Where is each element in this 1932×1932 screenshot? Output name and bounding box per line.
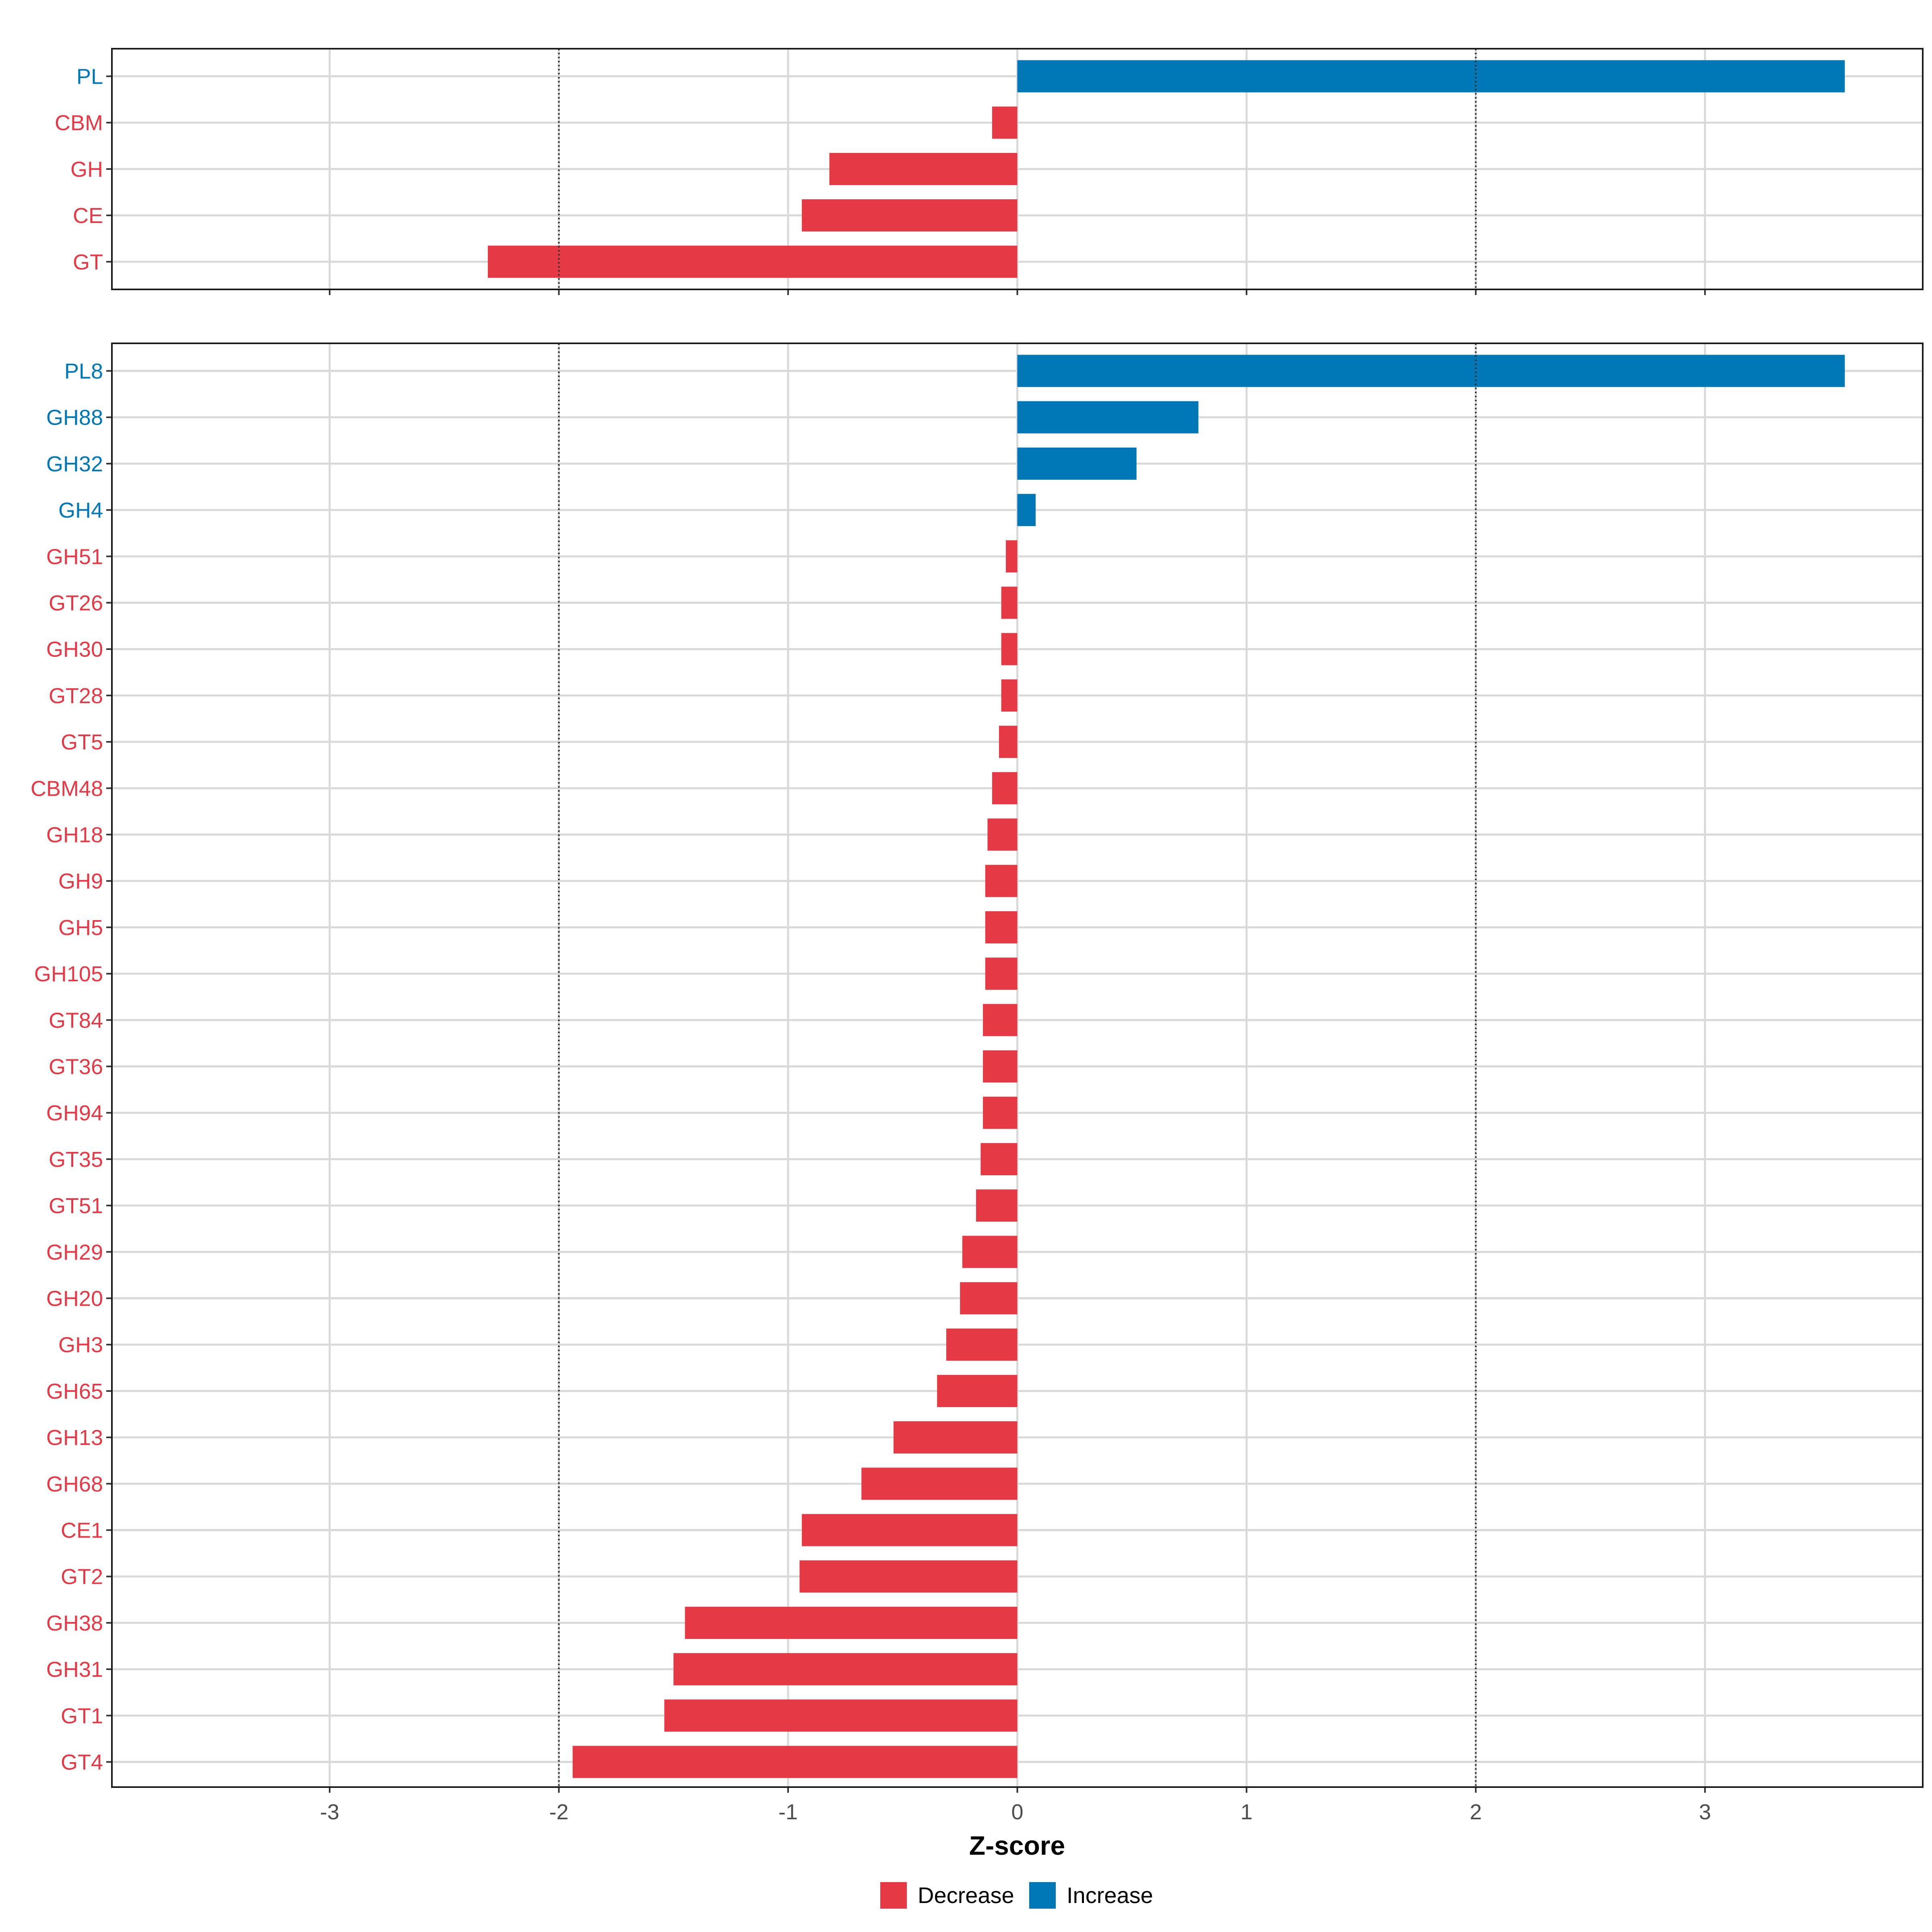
panel-border bbox=[111, 343, 1924, 1788]
bar-gh bbox=[829, 153, 1018, 185]
y-tick-label-gt36: GT36 bbox=[49, 1055, 103, 1079]
bar-gt2 bbox=[799, 1560, 1018, 1593]
bar-gt bbox=[487, 246, 1018, 278]
bar-gh88 bbox=[1017, 401, 1199, 433]
y-tick-label-gt2: GT2 bbox=[61, 1565, 103, 1589]
bar-gt36 bbox=[983, 1050, 1018, 1083]
y-tick-label-gh5: GH5 bbox=[58, 916, 103, 940]
legend-swatch-decrease bbox=[880, 1882, 907, 1909]
y-tick-label-gh20: GH20 bbox=[46, 1287, 103, 1311]
y-tick-label-gh3: GH3 bbox=[58, 1333, 103, 1357]
legend: Decrease Increase bbox=[880, 1882, 1153, 1909]
bar-gt35 bbox=[980, 1143, 1018, 1175]
y-tick-label-gt4: GT4 bbox=[61, 1750, 103, 1775]
y-tick-label-pl: PL bbox=[76, 65, 103, 89]
y-tick-label-gh29: GH29 bbox=[46, 1240, 103, 1264]
legend-swatch-increase bbox=[1029, 1882, 1056, 1909]
bar-cbm bbox=[992, 106, 1018, 139]
legend-label-decrease: Decrease bbox=[918, 1882, 1014, 1908]
x-tick-label: 2 bbox=[1470, 1800, 1482, 1824]
bar-gh38 bbox=[685, 1606, 1018, 1639]
bar-ce1 bbox=[802, 1514, 1018, 1546]
y-tick-label-gh68: GH68 bbox=[46, 1472, 103, 1496]
bar-gt26 bbox=[1001, 586, 1018, 619]
bar-gh30 bbox=[1001, 633, 1018, 665]
bar-gh29 bbox=[962, 1236, 1018, 1268]
y-tick-label-gh32: GH32 bbox=[46, 452, 103, 476]
y-tick-label-cbm: CBM bbox=[55, 111, 103, 135]
bar-ce bbox=[802, 199, 1018, 232]
bar-gh18 bbox=[987, 818, 1018, 851]
bar-pl bbox=[1017, 60, 1845, 93]
y-tick-label-gt: GT bbox=[73, 250, 103, 274]
x-tick-label: 3 bbox=[1699, 1800, 1711, 1824]
y-tick-label-gt51: GT51 bbox=[49, 1194, 103, 1218]
y-tick-label-gh38: GH38 bbox=[46, 1611, 103, 1635]
y-tick-label-gh30: GH30 bbox=[46, 638, 103, 662]
y-tick-label-gh: GH bbox=[70, 157, 103, 182]
y-tick-label-gh88: GH88 bbox=[46, 406, 103, 430]
y-tick-label-gt5: GT5 bbox=[61, 730, 103, 754]
y-tick-label-gt35: GT35 bbox=[49, 1148, 103, 1172]
bar-gh20 bbox=[960, 1282, 1018, 1315]
y-tick-label-ce1: CE1 bbox=[61, 1519, 103, 1543]
panel-top: PL CBM GH CE GT bbox=[55, 48, 1924, 295]
y-tick-label-pl8: PL8 bbox=[64, 359, 103, 384]
y-tick-label-gh105: GH105 bbox=[34, 962, 103, 986]
y-tick-label-gh13: GH13 bbox=[46, 1426, 103, 1450]
y-tick-label-gh51: GH51 bbox=[46, 545, 103, 569]
bar-gh13 bbox=[893, 1421, 1018, 1454]
x-tick-label: -2 bbox=[549, 1800, 569, 1824]
bar-gh4 bbox=[1017, 494, 1036, 526]
y-tick-label-gt26: GT26 bbox=[49, 591, 103, 615]
bar-gt28 bbox=[1001, 679, 1018, 712]
bar-gt5 bbox=[999, 726, 1018, 758]
y-tick-label-gt84: GT84 bbox=[49, 1008, 103, 1032]
bar-gt1 bbox=[664, 1699, 1018, 1732]
x-tick-label: -3 bbox=[320, 1800, 339, 1824]
y-tick-label-gh94: GH94 bbox=[46, 1101, 103, 1125]
y-tick-label-gt1: GT1 bbox=[61, 1704, 103, 1728]
bar-gh51 bbox=[1006, 540, 1018, 573]
y-tick-label-gh4: GH4 bbox=[58, 498, 103, 522]
chart-panels: PL CBM GH CE GT PL8 GH88 GH32 GH4 GH51 GT26 GH30 GT2… bbox=[31, 48, 1924, 1793]
y-tick-label-gh9: GH9 bbox=[58, 869, 103, 894]
legend-label-increase: Increase bbox=[1067, 1882, 1153, 1908]
panel-border bbox=[111, 48, 1924, 290]
y-tick-label-gh65: GH65 bbox=[46, 1379, 103, 1404]
x-axis-label: Z-score bbox=[969, 1831, 1065, 1860]
bar-gh31 bbox=[673, 1653, 1018, 1686]
x-tick-label: 1 bbox=[1241, 1800, 1253, 1824]
x-axis: -3 -2 -1 0 1 2 3 bbox=[320, 1800, 1711, 1824]
bar-pl8 bbox=[1017, 355, 1845, 387]
y-tick-label-gh31: GH31 bbox=[46, 1657, 103, 1682]
y-tick-label-cbm48: CBM48 bbox=[31, 776, 103, 801]
bar-cbm48 bbox=[992, 772, 1018, 805]
bar-gh94 bbox=[983, 1096, 1018, 1129]
bar-gh3 bbox=[946, 1328, 1018, 1361]
bar-gh32 bbox=[1017, 447, 1137, 480]
y-tick-label-gh18: GH18 bbox=[46, 823, 103, 847]
bar-gt84 bbox=[983, 1004, 1018, 1036]
bar-gh5 bbox=[985, 911, 1018, 943]
x-tick-label: -1 bbox=[778, 1800, 798, 1824]
y-tick-label-gt28: GT28 bbox=[49, 684, 103, 708]
bar-gh105 bbox=[985, 958, 1018, 990]
bar-gt4 bbox=[572, 1746, 1018, 1778]
bar-gh9 bbox=[985, 865, 1018, 897]
bar-gh68 bbox=[861, 1468, 1018, 1500]
panel-bottom: PL8 GH88 GH32 GH4 GH51 GT26 GH30 GT28 GT5 CBM48 GH… bbox=[31, 343, 1924, 1793]
x-tick-label: 0 bbox=[1011, 1800, 1023, 1824]
bar-gt51 bbox=[976, 1189, 1018, 1222]
bar-gh65 bbox=[937, 1375, 1018, 1407]
y-tick-label-ce: CE bbox=[73, 204, 103, 228]
